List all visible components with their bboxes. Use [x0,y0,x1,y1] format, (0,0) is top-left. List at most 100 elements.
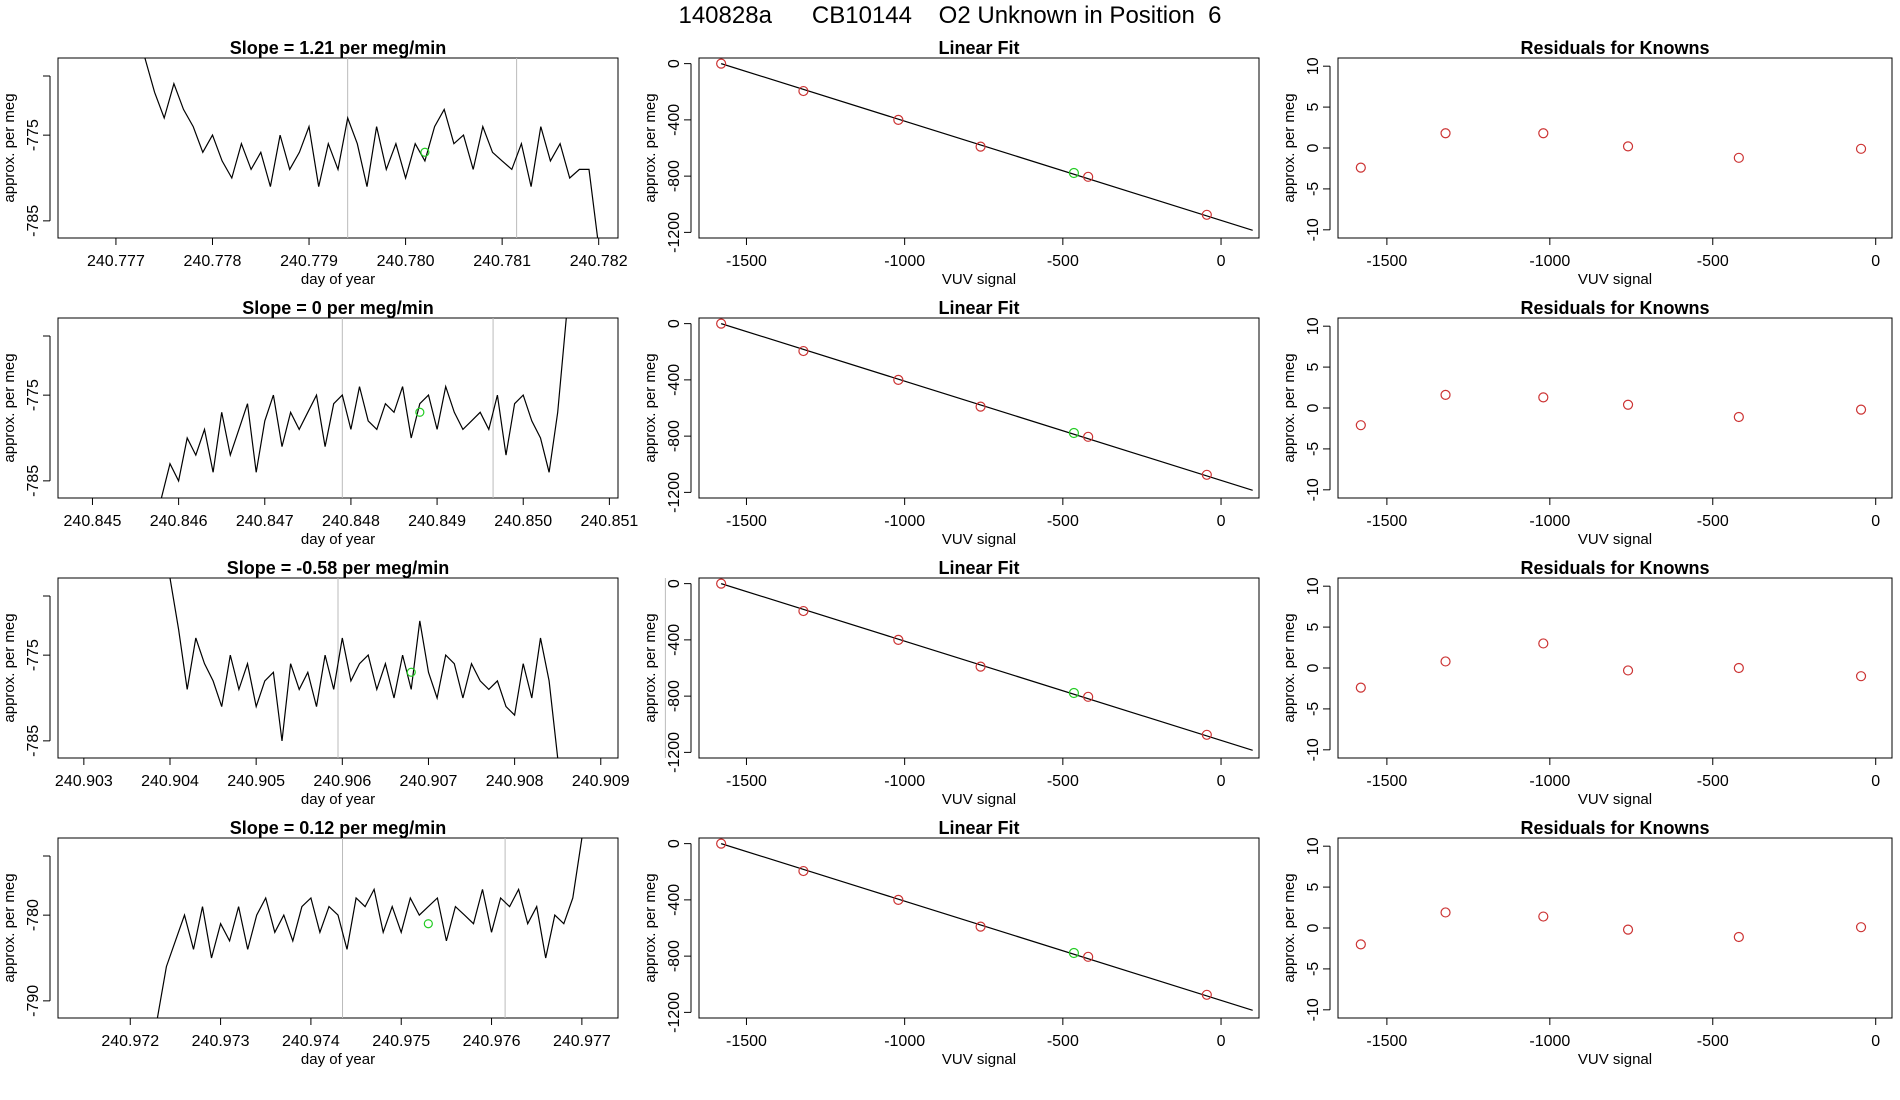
residuals-2-x-tick-label: -500 [1697,513,1729,530]
fit-1-unknown-point [1068,167,1080,179]
fit-2-x-tick-label: -1500 [726,513,767,530]
trace-1-y-tick-label: -785 [25,205,42,237]
residuals-2-known-point [1355,420,1366,431]
fit-4-x-axis-label: VUV signal [942,1051,1016,1068]
residuals-2-x-tick-label: -1500 [1366,513,1407,530]
trace-4-y-tick-label: -790 [25,985,42,1017]
fit-3-known-point [1201,729,1212,740]
fit-3-x-tick-label: -1500 [726,773,767,790]
fit-3-x-tick-label: -500 [1047,773,1079,790]
residuals-3-y-axis-label: approx. per meg [1281,613,1298,722]
fit-2-x-tick-label: 0 [1217,513,1226,530]
fit-3-y-axis-label: approx. per meg [642,613,659,722]
residuals-4-known-point [1733,931,1744,943]
fit-1-known-point [1083,171,1094,182]
fit-4-x-tick-label: -1500 [726,1033,767,1050]
fit-3-y-tick-label: -800 [666,680,683,712]
trace-1-x-tick-label: 240.781 [473,253,531,270]
trace-3-x-axis-label: day of year [301,791,375,808]
residuals-1-y-tick-label: 5 [1305,103,1322,112]
trace-2-x-tick-label: 240.847 [236,513,294,530]
fit-3-fit-line [720,583,1253,751]
fit-2-y-tick-label: -1200 [666,472,683,513]
fit-3-known-point [716,578,727,589]
trace-3-series-line [169,578,559,758]
trace-4-x-tick-label: 240.976 [463,1033,521,1050]
trace-3-y-tick-label: -775 [25,639,42,671]
fit-1-title: Linear Fit [938,38,1019,58]
residuals-1-x-tick-label: 0 [1871,253,1880,270]
fit-4-known-point [716,838,727,849]
residuals-3-y-tick-label: -5 [1305,702,1322,716]
trace-4-y-tick-label: -780 [25,899,42,931]
trace-2-x-axis-label: day of year [301,531,375,548]
fit-2-y-tick-label: -400 [666,364,683,396]
fit-2-known-point [1083,431,1094,442]
fit-3-title: Linear Fit [938,558,1019,578]
trace-3-x-tick-label: 240.904 [141,773,199,790]
trace-3-y-tick-label: -785 [25,725,42,757]
residuals-3-known-point [1355,682,1366,693]
trace-2-x-tick-label: 240.849 [408,513,466,530]
residuals-2-title: Residuals for Knowns [1520,298,1709,318]
residuals-1-known-point [1622,141,1634,152]
residuals-1-y-tick-label: 0 [1305,143,1322,152]
residuals-3-y-tick-label: 0 [1305,663,1322,672]
fit-3-unknown-point [1068,687,1080,699]
trace-3-y-axis-label: approx. per meg [1,613,18,722]
residuals-4-x-tick-label: -1500 [1366,1033,1407,1050]
residuals-2-known-point [1622,399,1634,410]
fit-3-y-tick-label: -400 [666,624,683,656]
residuals-1-y-tick-label: -10 [1305,218,1322,241]
residuals-4-y-tick-label: 5 [1305,883,1322,892]
fit-2-known-point [1201,469,1212,480]
fit-3-known-point [975,661,986,672]
fit-3-y-tick-label: -1200 [666,732,683,773]
residuals-1-x-tick-label: -500 [1697,253,1729,270]
fit-4-y-tick-label: 0 [666,839,683,848]
trace-1-x-tick-label: 240.782 [570,253,628,270]
residuals-1-title: Residuals for Knowns [1520,38,1709,58]
trace-1-series-line [144,58,599,238]
trace-3-x-tick-label: 240.906 [313,773,371,790]
fit-2-x-tick-label: -1000 [884,513,925,530]
residuals-3-x-axis-label: VUV signal [1578,791,1652,808]
residuals-4-known-point [1355,939,1366,950]
trace-1-x-tick-label: 240.778 [184,253,242,270]
trace-1-plot-frame [57,57,619,239]
residuals-1-known-point [1855,143,1867,154]
trace-4-series-line [156,838,583,1018]
residuals-1-y-axis-label: approx. per meg [1281,93,1298,202]
fit-4-y-tick-label: -800 [666,940,683,972]
residuals-4-y-axis-label: approx. per meg [1281,873,1298,982]
trace-3-x-tick-label: 240.908 [486,773,544,790]
fit-4-title: Linear Fit [938,818,1019,838]
fit-2-y-axis-label: approx. per meg [642,353,659,462]
residuals-2-y-tick-label: -10 [1305,478,1322,501]
fit-1-x-axis-label: VUV signal [942,271,1016,288]
fit-1-x-tick-label: -1500 [726,253,767,270]
residuals-2-y-tick-label: -5 [1305,442,1322,456]
trace-2-title: Slope = 0 per meg/min [242,298,434,318]
trace-2-x-tick-label: 240.850 [494,513,552,530]
residuals-4-known-point [1538,911,1549,922]
trace-1-x-axis-label: day of year [301,271,375,288]
trace-4-x-tick-label: 240.977 [553,1033,611,1050]
fit-3-known-point [1083,691,1094,702]
residuals-1-known-point [1355,162,1366,173]
residuals-1-x-tick-label: -1500 [1366,253,1407,270]
residuals-2-known-point [1440,389,1451,401]
fit-1-known-point [893,114,904,125]
fit-2-y-tick-label: 0 [666,319,683,328]
fit-4-known-point [798,865,809,877]
fit-4-y-tick-label: -1200 [666,992,683,1033]
residuals-1-known-point [1440,128,1451,139]
trace-1-y-tick-label: -775 [25,119,42,151]
fit-4-x-tick-label: -500 [1047,1033,1079,1050]
residuals-4-known-point [1440,907,1451,918]
residuals-1-plot-frame [1337,57,1893,239]
fit-1-y-tick-label: -1200 [666,212,683,253]
trace-4-title: Slope = 0.12 per meg/min [230,818,447,838]
